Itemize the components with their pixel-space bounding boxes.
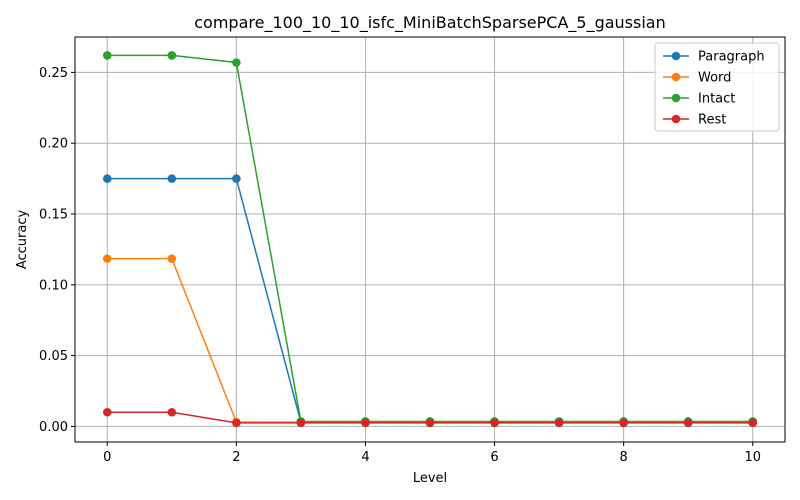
data-point — [102, 174, 112, 183]
y-tick-label: 0.15 — [39, 208, 68, 223]
legend-label: Rest — [698, 113, 726, 128]
x-tick-label: 2 — [232, 450, 240, 465]
series-word — [102, 254, 758, 427]
data-point — [167, 51, 177, 60]
x-axis-ticks: 0 2 4 6 8 10 — [103, 442, 761, 465]
legend: Paragraph Word Intact Rest — [654, 42, 780, 132]
data-point — [748, 418, 758, 428]
legend-marker — [671, 51, 681, 61]
series-line — [107, 257, 753, 423]
legend-label: Intact — [698, 92, 735, 107]
data-point — [232, 58, 241, 67]
data-point — [102, 51, 112, 60]
legend-label: Paragraph — [698, 50, 765, 65]
legend-item: Intact — [663, 92, 735, 107]
y-axis-label: Accuracy — [15, 210, 30, 270]
legend-marker — [671, 114, 681, 124]
legend-marker — [671, 72, 681, 82]
data-point — [102, 407, 112, 417]
x-axis-label: Level — [413, 471, 447, 486]
data-point — [490, 418, 499, 428]
data-point — [232, 418, 241, 428]
legend-item: Paragraph — [663, 50, 765, 65]
data-point — [167, 407, 177, 417]
data-point — [102, 254, 112, 263]
data-point — [296, 418, 306, 428]
data-point — [167, 254, 177, 263]
legend-item: Rest — [663, 113, 726, 128]
x-tick-label: 6 — [490, 450, 498, 465]
series-paragraph — [102, 174, 758, 427]
series-layer — [102, 51, 758, 428]
legend-marker — [671, 93, 681, 103]
plot-frame — [74, 36, 786, 443]
x-tick-label: 4 — [361, 450, 369, 465]
y-tick-label: 0.25 — [39, 66, 68, 81]
y-tick-label: 0.00 — [39, 420, 68, 435]
chart-title: compare_100_10_10_isfc_MiniBatchSparsePC… — [194, 13, 665, 33]
x-tick-label: 10 — [744, 450, 761, 465]
data-point — [232, 174, 241, 183]
legend-box — [654, 42, 780, 132]
legend-item: Word — [663, 71, 731, 86]
series-line — [107, 177, 753, 423]
series-rest — [102, 407, 758, 428]
data-point — [554, 418, 564, 428]
y-tick-label: 0.05 — [39, 349, 68, 364]
y-axis-ticks: 0.00 0.05 0.10 0.15 0.20 0.25 — [39, 66, 75, 435]
legend-label: Word — [698, 71, 731, 86]
y-tick-label: 0.20 — [39, 137, 68, 152]
data-point — [683, 418, 693, 428]
y-tick-label: 0.10 — [39, 278, 68, 293]
data-point — [167, 174, 177, 183]
data-point — [619, 418, 628, 428]
data-point — [425, 418, 435, 428]
x-tick-label: 8 — [619, 450, 627, 465]
x-tick-label: 0 — [103, 450, 111, 465]
data-point — [361, 418, 370, 428]
